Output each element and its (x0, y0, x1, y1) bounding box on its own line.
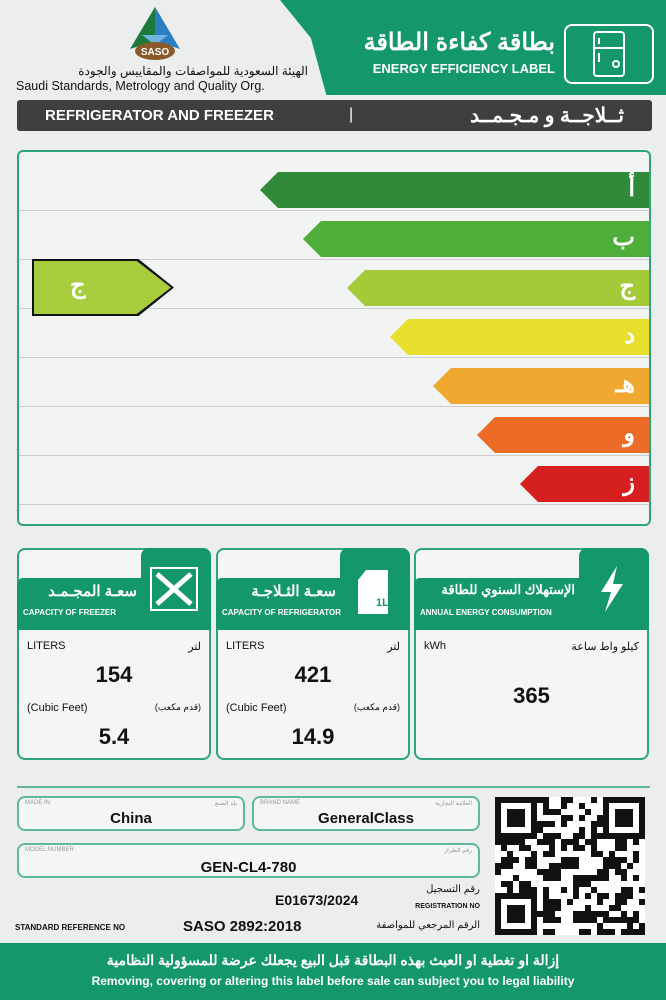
registration-label-en: REGISTRATION NO (415, 903, 480, 910)
efficiency-scale: أ ب ج د هـ و ز (17, 150, 651, 526)
unit-ar: كيلو واط ساعة (571, 641, 639, 653)
lightning-icon (587, 566, 637, 612)
efficiency-class-arrow: أ (260, 172, 649, 208)
brand-value: GeneralClass (318, 810, 414, 827)
annual-kwh: 365 (513, 683, 550, 708)
scale-gridline (19, 357, 649, 358)
card-title-en: CAPACITY OF FREEZER (23, 608, 117, 617)
made-in-value: China (110, 810, 152, 827)
card-title-ar: سعـة الثـلاجـة (251, 583, 336, 600)
qr-code[interactable] (495, 797, 645, 935)
card-title-en: ANNUAL ENERGY CONSUMPTION (420, 608, 552, 617)
unit-en: kWh (424, 640, 446, 652)
model-value: GEN-CL4-780 (200, 859, 297, 876)
class-label: ز (623, 469, 635, 496)
scale-gridline (19, 455, 649, 456)
standard-value: SASO 2892:2018 (183, 918, 302, 935)
svg-text:SASO: SASO (141, 47, 170, 58)
efficiency-class-arrow: د (390, 319, 649, 355)
unit2-en: (Cubic Feet) (27, 702, 88, 714)
rating-class: ج (34, 261, 171, 314)
footer-en: Removing, covering or altering this labe… (91, 974, 575, 988)
label-title-en: ENERGY EFFICIENCY LABEL (372, 61, 555, 76)
card-title-ar: سعـة المجـمـد (48, 583, 137, 600)
efficiency-class-arrow: ز (520, 466, 649, 502)
efficiency-class-arrow: و (477, 417, 649, 453)
energy-consumption-card: الإستهلاك السنوي للطاقة ANNUAL ENERGY CO… (414, 548, 649, 760)
freezer-capacity-card: سعـة المجـمـد CAPACITY OF FREEZER LITERS… (17, 548, 211, 760)
unit-en: LITERS (226, 640, 265, 652)
label-title-ar: بطاقة كفاءة الطاقة (363, 29, 555, 56)
rating-indicator: ج (32, 259, 174, 316)
unit2-en: (Cubic Feet) (226, 702, 287, 714)
class-label: هـ (615, 371, 635, 398)
scale-gridline (19, 210, 649, 211)
class-label: ب (612, 224, 635, 251)
freezer-liters: 154 (95, 662, 133, 687)
class-label: د (624, 322, 635, 349)
unit2-ar: (قدم مكعب) (353, 702, 400, 712)
registration-label-ar: رقم التسجيل (426, 884, 480, 895)
freezer-cubic-feet: 5.4 (98, 724, 130, 749)
saso-logo: SASO (130, 7, 180, 60)
svg-text:1L: 1L (376, 597, 389, 609)
brand-field: BRAND NAME العلامة التجارية GeneralClass (252, 796, 480, 831)
refrigerator-capacity-card: سعـة الثـلاجـة CAPACITY OF REFRIGERATOR … (216, 548, 410, 760)
registration-value: E01673/2024 (275, 892, 359, 908)
class-label: و (623, 420, 635, 447)
category-en: REFRIGERATOR AND FREEZER (45, 107, 274, 124)
efficiency-class-arrow: ج (347, 270, 649, 306)
scale-gridline (19, 259, 649, 260)
card-title-ar: الإستهلاك السنوي للطاقة (441, 582, 575, 597)
fridge-icon (564, 24, 654, 84)
unit-en: LITERS (27, 640, 66, 652)
milk-carton-icon: 1L (348, 566, 398, 614)
efficiency-class-arrow: ب (303, 221, 649, 257)
org-name-en: Saudi Standards, Metrology and Quality O… (16, 79, 265, 93)
scale-gridline (19, 308, 649, 309)
divider (17, 786, 650, 788)
class-label: أ (628, 175, 635, 202)
scale-gridline (19, 504, 649, 505)
footer-ar: إزالة او تغطية او العبث بهذه البطاقة قبل… (106, 952, 560, 968)
standard-label-ar: الرقم المرجعي للمواصفة (376, 920, 480, 931)
standard-label-en: STANDARD REFERENCE NO (15, 923, 126, 932)
expand-arrows-icon (149, 566, 199, 612)
unit-ar: لتر (188, 641, 201, 653)
org-name-ar: الهيئة السعودية للمواصفات والمقاييس والج… (78, 64, 308, 78)
category-bar: REFRIGERATOR AND FREEZER | ثــلاجــة و م… (17, 100, 652, 131)
category-ar: ثــلاجــة و مـجـمــد (470, 105, 624, 127)
made-in-field: MADE IN بلد الصنع China (17, 796, 245, 831)
unit-ar: لتر (387, 641, 400, 653)
refrigerator-liters: 421 (294, 662, 332, 687)
card-title-en: CAPACITY OF REFRIGERATOR (222, 608, 341, 617)
model-field: MODEL NUMBER رقم الطراز GEN-CL4-780 (17, 843, 480, 878)
scale-gridline (19, 406, 649, 407)
category-separator: | (349, 106, 354, 123)
legal-footer: إزالة او تغطية او العبث بهذه البطاقة قبل… (0, 943, 666, 1000)
class-label: ج (619, 273, 636, 300)
refrigerator-cubic-feet: 14.9 (291, 724, 335, 749)
unit2-ar: (قدم مكعب) (154, 702, 201, 712)
efficiency-class-arrow: هـ (433, 368, 649, 404)
